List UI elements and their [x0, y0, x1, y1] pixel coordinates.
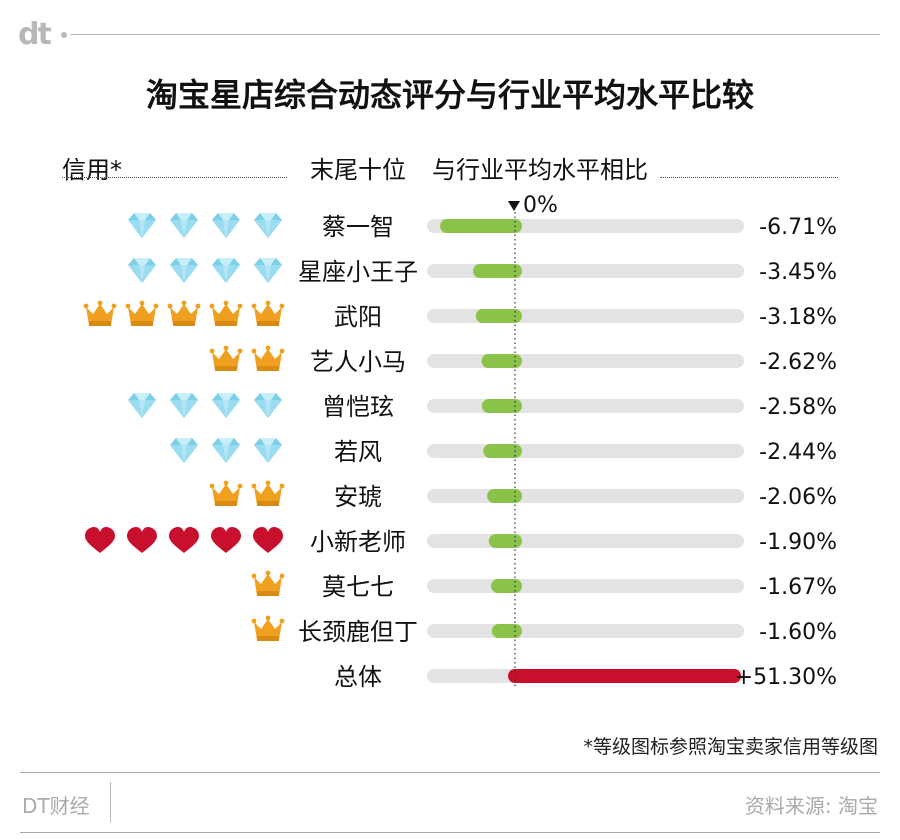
diamond-icon: [128, 213, 156, 238]
value-label: -1.90%: [759, 530, 837, 555]
brand-separator: [110, 782, 111, 822]
row-label: 莫七七: [322, 573, 394, 601]
value-label: -2.62%: [759, 350, 837, 375]
diamond-icon: [254, 438, 282, 463]
chart-row: 艺人小马 -2.62%: [209, 345, 837, 376]
chart-row: 若风 -2.44%: [170, 438, 837, 466]
value-label: -3.18%: [759, 305, 837, 330]
diamond-icon: [170, 258, 198, 283]
source-note: 资料来源: 淘宝: [744, 794, 878, 818]
crown-icon: [251, 570, 285, 596]
value-label: -1.67%: [759, 575, 837, 600]
chart-row: 武阳 -3.18%: [83, 300, 837, 331]
dt-logo: dt: [18, 17, 52, 52]
compare-header: 与行业平均水平相比: [432, 156, 648, 184]
footer-divider-top: [20, 772, 880, 773]
chart-row: 长颈鹿但丁 -1.60%: [251, 615, 837, 646]
credit-header-underline: [62, 177, 287, 178]
brand-name: DT财经: [22, 794, 90, 818]
crown-icon: [167, 300, 201, 326]
chart-row: 莫七七 -1.67%: [251, 570, 837, 601]
crown-icon: [209, 345, 243, 371]
compare-header-underline: [660, 177, 838, 178]
value-label: -2.58%: [759, 395, 837, 420]
heart-icon: [127, 527, 157, 553]
row-label: 安琥: [334, 483, 382, 511]
credit-header: 信用*: [62, 156, 122, 184]
diamond-icon: [170, 438, 198, 463]
crown-icon: [125, 300, 159, 326]
chart-row: 蔡一智 -6.71%: [128, 213, 837, 241]
chart-row: 小新老师 -1.90%: [85, 527, 837, 556]
chart-row: 曾恺玹 -2.58%: [128, 393, 837, 421]
diamond-icon: [254, 393, 282, 418]
row-label: 长颈鹿但丁: [298, 618, 418, 646]
row-label: 蔡一智: [322, 213, 394, 241]
crown-icon: [251, 480, 285, 506]
diamond-icon: [128, 258, 156, 283]
row-label: 曾恺玹: [322, 393, 394, 421]
diamond-icon: [170, 213, 198, 238]
row-label: 小新老师: [310, 528, 406, 556]
chart-row: 总体 +51.30%: [334, 663, 837, 691]
footnote: *等级图标参照淘宝卖家信用等级图: [583, 736, 878, 758]
crown-icon: [251, 300, 285, 326]
diamond-icon: [212, 393, 240, 418]
crown-icon: [251, 345, 285, 371]
heart-icon: [85, 527, 115, 553]
footer-divider-bottom: [20, 832, 880, 833]
value-label: -2.06%: [759, 485, 837, 510]
last-digit-header: 末尾十位: [310, 156, 406, 184]
row-label: 总体: [334, 663, 382, 691]
diamond-icon: [212, 438, 240, 463]
row-label: 艺人小马: [310, 348, 406, 376]
chart-row: 星座小王子 -3.45%: [128, 258, 837, 286]
chart-title: 淘宝星店综合动态评分与行业平均水平比较: [145, 76, 754, 114]
chart-rows: 蔡一智 -6.71% 星座小王子 -3.45% 武阳 -3.18% 艺人小马 -2.62% 曾恺…: [83, 213, 837, 691]
value-label: -3.45%: [759, 260, 837, 285]
crown-icon: [83, 300, 117, 326]
heart-icon: [169, 527, 199, 553]
diamond-icon: [254, 258, 282, 283]
row-label: 星座小王子: [298, 258, 418, 286]
diamond-icon: [212, 213, 240, 238]
value-label: +51.30%: [735, 665, 837, 690]
diamond-icon: [128, 393, 156, 418]
chart-row: 安琥 -2.06%: [209, 480, 837, 511]
row-label: 若风: [334, 438, 382, 466]
crown-icon: [209, 480, 243, 506]
logo-dot: [61, 32, 67, 38]
zero-marker-label: 0%: [523, 193, 558, 218]
crown-icon: [209, 300, 243, 326]
value-label: -6.71%: [759, 215, 837, 240]
crown-icon: [251, 615, 285, 641]
heart-icon: [211, 527, 241, 553]
diamond-icon: [212, 258, 240, 283]
zero-marker-arrow: [508, 201, 520, 211]
value-label: -1.60%: [759, 620, 837, 645]
diamond-icon: [170, 393, 198, 418]
heart-icon: [253, 527, 283, 553]
value-label: -2.44%: [759, 440, 837, 465]
diamond-icon: [254, 213, 282, 238]
top-divider: [70, 34, 880, 35]
row-label: 武阳: [334, 303, 382, 331]
